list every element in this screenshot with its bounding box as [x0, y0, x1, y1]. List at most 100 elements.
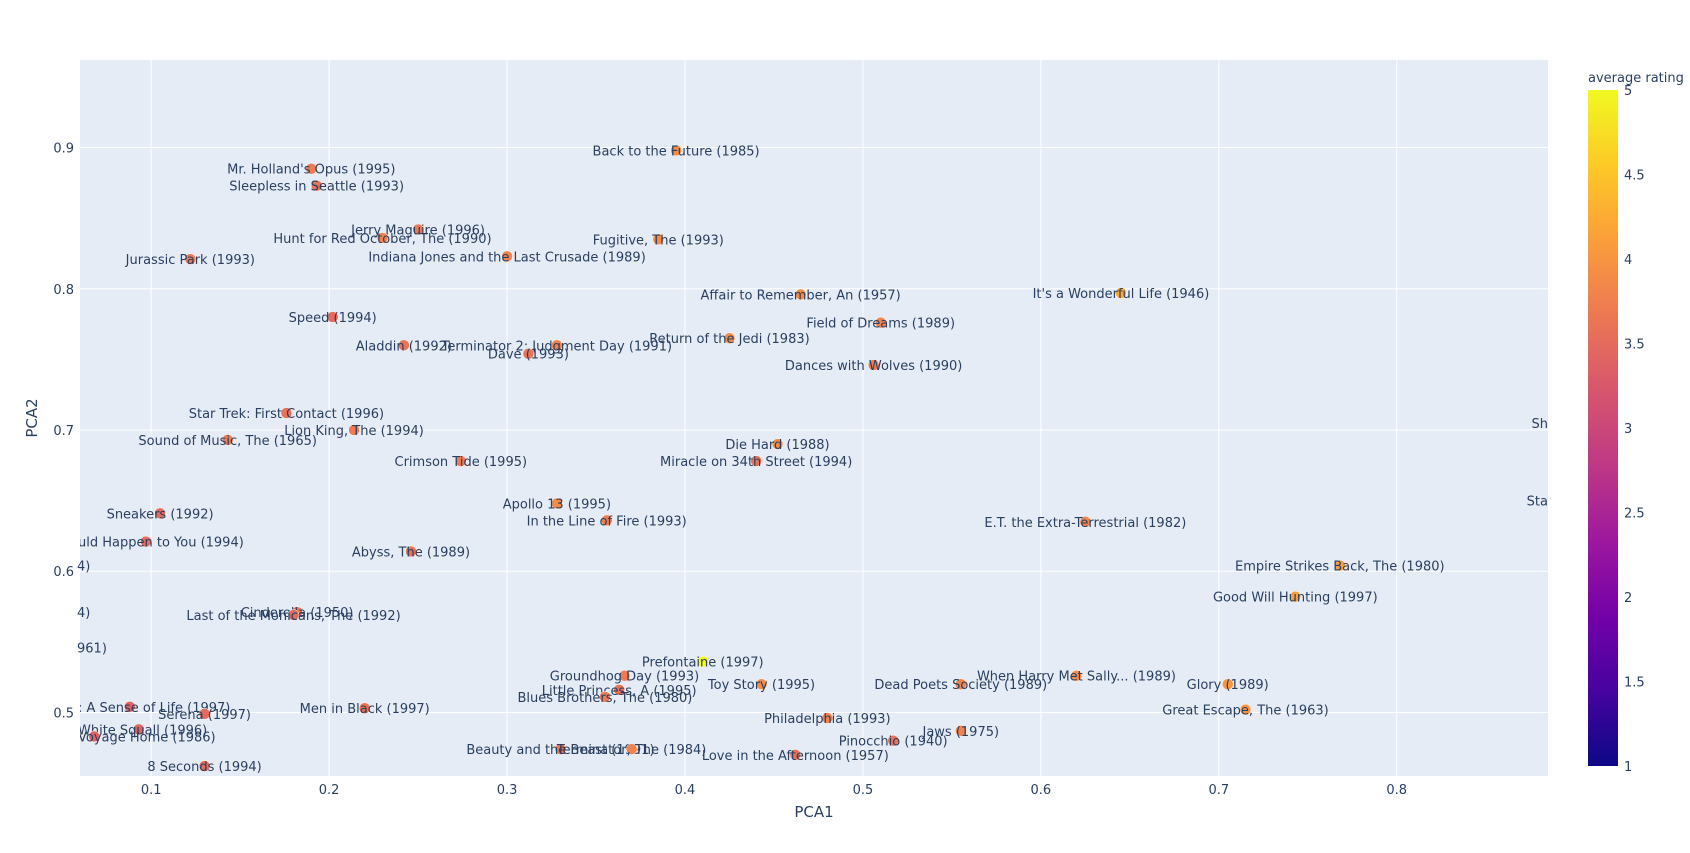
data-point[interactable]	[198, 760, 211, 772]
data-point[interactable]	[554, 743, 567, 755]
x-tick-label: 0.7	[1208, 783, 1229, 798]
point-label: Back to the Future (1985)	[593, 144, 760, 159]
clipped-edge-labels: Sh Sta 4) 4) 961)	[77, 417, 1548, 657]
data-point[interactable]	[522, 347, 535, 360]
colorbar-title: average rating	[1588, 71, 1684, 86]
colorbar-tick-label: 1	[1624, 760, 1632, 775]
data-point[interactable]	[697, 655, 709, 668]
point-label: Serena (1997)	[158, 708, 251, 723]
point-label: Good Will Hunting (1997)	[1213, 591, 1378, 606]
point-label: Glory (1989)	[1187, 678, 1269, 693]
data-point[interactable]	[613, 684, 625, 696]
data-point[interactable]	[599, 691, 611, 703]
colorbar-tick-labels: 1 1.5 2 2.5 3 3.5 4 4.5 5	[1624, 84, 1645, 775]
y-tick-label: 0.7	[53, 424, 74, 439]
data-point[interactable]	[280, 407, 293, 419]
data-point[interactable]	[455, 455, 467, 467]
point-label: Men in Black (1997)	[300, 702, 430, 717]
data-point[interactable]	[755, 678, 768, 690]
point-label: Philadelphia (1993)	[764, 712, 891, 727]
data-point[interactable]	[501, 250, 513, 263]
data-point[interactable]	[750, 455, 762, 467]
point-label: Little Princess, A (1995)	[542, 684, 697, 699]
data-point[interactable]	[874, 316, 887, 329]
data-point[interactable]	[1070, 669, 1083, 682]
y-tick-label: 0.9	[53, 142, 74, 157]
plot-background	[80, 60, 1548, 776]
data-point[interactable]	[794, 288, 807, 301]
colorbar-tick-label: 2	[1624, 591, 1632, 606]
data-point[interactable]	[1289, 590, 1302, 603]
clipped-label: 4)	[77, 606, 90, 621]
data-point[interactable]	[771, 438, 784, 450]
colorbar-tick-label: 5	[1624, 84, 1632, 99]
data-point[interactable]	[198, 708, 211, 720]
gridlines	[80, 60, 1548, 776]
data-point[interactable]	[600, 514, 613, 527]
data-point[interactable]	[405, 545, 417, 558]
data-point[interactable]	[618, 669, 631, 682]
data-point[interactable]	[154, 507, 166, 520]
y-axis-title: PCA2	[23, 398, 41, 437]
data-point[interactable]	[955, 678, 967, 690]
data-point[interactable]	[412, 223, 424, 236]
y-tick-label: 0.8	[53, 283, 74, 298]
point-label: When Harry Met Sally... (1989)	[977, 670, 1176, 685]
data-point[interactable]	[132, 723, 145, 736]
data-point[interactable]	[1221, 678, 1234, 690]
data-point[interactable]	[287, 609, 300, 621]
data-point[interactable]	[821, 712, 834, 724]
data-point[interactable]	[887, 734, 899, 747]
point-label: Star Trek: First Contact (1996)	[189, 407, 384, 422]
point-label: Beauty and the Beast (1991)	[466, 743, 654, 758]
data-point[interactable]	[551, 497, 563, 510]
point-label: Abyss, The (1989)	[352, 545, 470, 560]
x-tick-label: 0.1	[141, 783, 162, 798]
data-point[interactable]	[184, 253, 197, 265]
data-point[interactable]	[1239, 703, 1252, 716]
data-point[interactable]	[221, 434, 234, 446]
data-point[interactable]	[1334, 559, 1346, 572]
point-label: Field of Dreams (1989)	[806, 317, 955, 332]
point-label: Miracle on 34th Street (1994)	[660, 455, 852, 470]
data-point[interactable]	[723, 332, 736, 344]
data-point[interactable]	[1079, 516, 1092, 528]
data-point[interactable]	[326, 311, 339, 323]
data-point[interactable]	[305, 162, 318, 175]
point-label: Dave (1993)	[488, 348, 569, 363]
data-point[interactable]	[789, 749, 802, 761]
x-tick-label: 0.2	[319, 783, 340, 798]
data-point[interactable]	[124, 701, 136, 713]
colorbar-tick-label: 3.5	[1624, 338, 1645, 353]
clipped-label: Sh	[1532, 417, 1549, 432]
point-label: Terminator, The (1984)	[556, 743, 707, 758]
data-point[interactable]	[551, 339, 563, 352]
colorbar-tick-label: 1.5	[1624, 676, 1645, 691]
data-point[interactable]	[955, 725, 967, 737]
point-label: Affair to Remember, An (1957)	[701, 288, 901, 303]
y-tick-label: 0.5	[53, 706, 74, 721]
data-point[interactable]	[652, 233, 665, 246]
data-point[interactable]	[358, 702, 371, 714]
x-tick-label: 0.5	[853, 783, 874, 798]
point-label: It's a Wonderful Life (1946)	[1033, 287, 1210, 302]
y-tick-labels: 0.5 0.6 0.7 0.8 0.9	[53, 142, 74, 722]
data-point[interactable]	[348, 424, 360, 436]
data-point[interactable]	[867, 359, 880, 371]
point-label: E.T. the Extra-Terrestrial (1982)	[984, 516, 1186, 531]
point-label: Fugitive, The (1993)	[593, 233, 724, 248]
data-point[interactable]	[140, 535, 152, 548]
point-label: Blues Brothers, The (1980)	[517, 691, 692, 706]
point-label: Terminator 2: Judgment Day (1991)	[441, 339, 672, 354]
y-tick-label: 0.6	[53, 565, 74, 580]
point-label: Speed (1994)	[289, 311, 377, 326]
data-point[interactable]	[88, 730, 100, 743]
data-point[interactable]	[625, 743, 638, 755]
data-point[interactable]	[310, 179, 323, 192]
data-point[interactable]	[398, 339, 410, 352]
data-point[interactable]	[670, 144, 682, 157]
data-point[interactable]	[376, 232, 389, 244]
data-point[interactable]	[1115, 287, 1127, 299]
x-tick-label: 0.6	[1031, 783, 1052, 798]
